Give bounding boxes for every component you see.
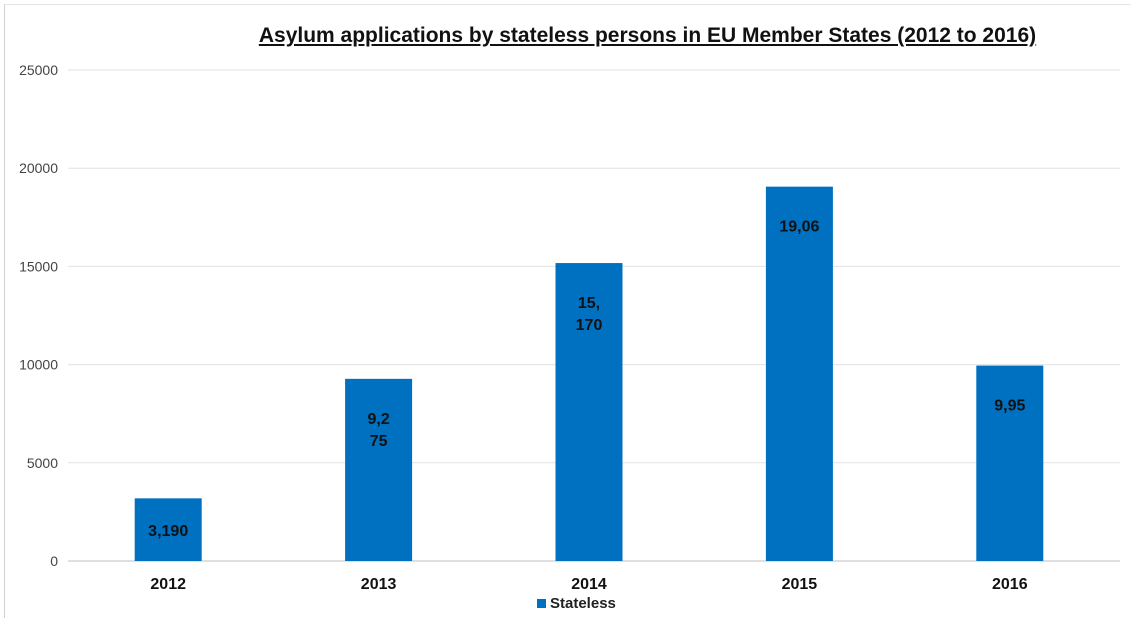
data-label: 75 [370,433,388,450]
data-label: 15, [578,295,600,312]
bar [765,186,833,561]
x-tick-label: 2012 [150,576,186,593]
data-label: 9,2 [367,411,389,428]
y-tick-label: 0 [50,553,58,569]
legend-label: Stateless [550,595,616,612]
data-label: 3,190 [148,523,188,540]
x-tick-label: 2016 [992,576,1028,593]
y-tick-label: 10000 [19,357,58,373]
y-tick-label: 25000 [19,62,58,78]
bar [555,263,623,561]
y-tick-label: 15000 [19,258,58,274]
data-label: 19,06 [779,219,819,236]
data-label: 170 [576,317,603,334]
bar [976,365,1044,561]
bar [134,498,202,561]
legend-swatch [537,599,546,608]
bar [345,378,413,561]
x-tick-label: 2013 [361,576,397,593]
x-tick-label: 2014 [571,576,607,593]
data-label: 9,95 [994,398,1025,415]
chart-title: Asylum applications by stateless persons… [258,24,1037,47]
y-axis-ticks: 0 5000 10000 15000 20000 25000 [19,62,58,569]
data-labels: 3,190 9,2 75 15, 170 19,06 9,95 [148,219,1025,540]
y-tick-label: 5000 [27,455,58,471]
x-tick-label: 2015 [782,576,818,593]
y-tick-label: 20000 [19,160,58,176]
legend: Stateless [537,595,616,612]
x-axis-ticks: 2012 2013 2014 2015 2016 [150,576,1027,593]
bars [134,186,1044,561]
chart-frame [4,4,1131,618]
